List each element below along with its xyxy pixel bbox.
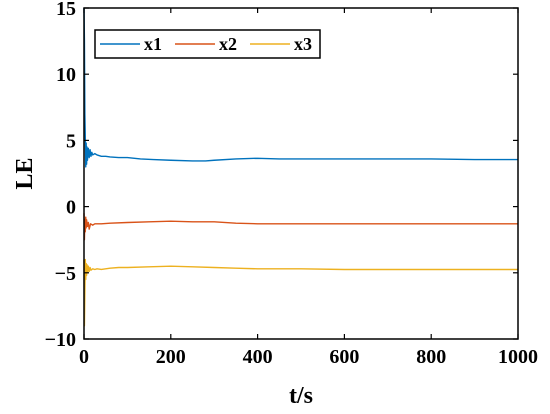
- x-tick-label: 200: [156, 346, 186, 368]
- x-tick-label: 600: [329, 346, 359, 368]
- series-line-x1: [83, 7, 518, 168]
- x-tick-label: 800: [416, 346, 446, 368]
- y-tick-label: −5: [55, 263, 76, 285]
- axes-box: [83, 7, 519, 340]
- y-axis-label: LE: [12, 157, 38, 189]
- x-tick-label: 1000: [498, 346, 538, 368]
- series-layer: [83, 7, 518, 327]
- legend-label-x1: x1: [144, 34, 162, 54]
- x-tick-label: 0: [79, 346, 89, 368]
- ticks-layer: 0 200 400 600 800 1000 −10 −5 0 5 10 15: [45, 0, 538, 368]
- series-line-x2: [83, 213, 518, 241]
- x-tick-label: 400: [243, 346, 273, 368]
- y-tick-label: 10: [56, 64, 76, 86]
- legend-label-x2: x2: [219, 34, 237, 54]
- legend: x1 x2 x3: [94, 29, 321, 59]
- y-tick-label: −10: [45, 329, 76, 351]
- series-line-x3: [83, 258, 518, 327]
- y-tick-label: 15: [56, 0, 76, 20]
- x-axis-label: t/s: [289, 383, 313, 409]
- y-tick-label: 0: [66, 197, 76, 219]
- legend-label-x3: x3: [294, 34, 312, 54]
- y-tick-label: 5: [66, 130, 76, 152]
